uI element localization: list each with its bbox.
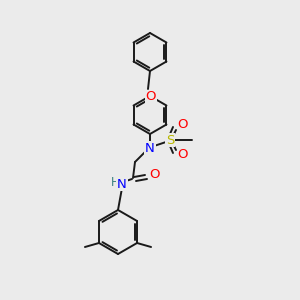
- Text: O: O: [149, 167, 159, 181]
- Text: N: N: [117, 178, 127, 190]
- Text: O: O: [178, 118, 188, 131]
- Text: O: O: [146, 91, 156, 103]
- Text: S: S: [166, 134, 174, 146]
- Text: N: N: [145, 142, 155, 154]
- Text: H: H: [111, 176, 119, 190]
- Text: O: O: [178, 148, 188, 161]
